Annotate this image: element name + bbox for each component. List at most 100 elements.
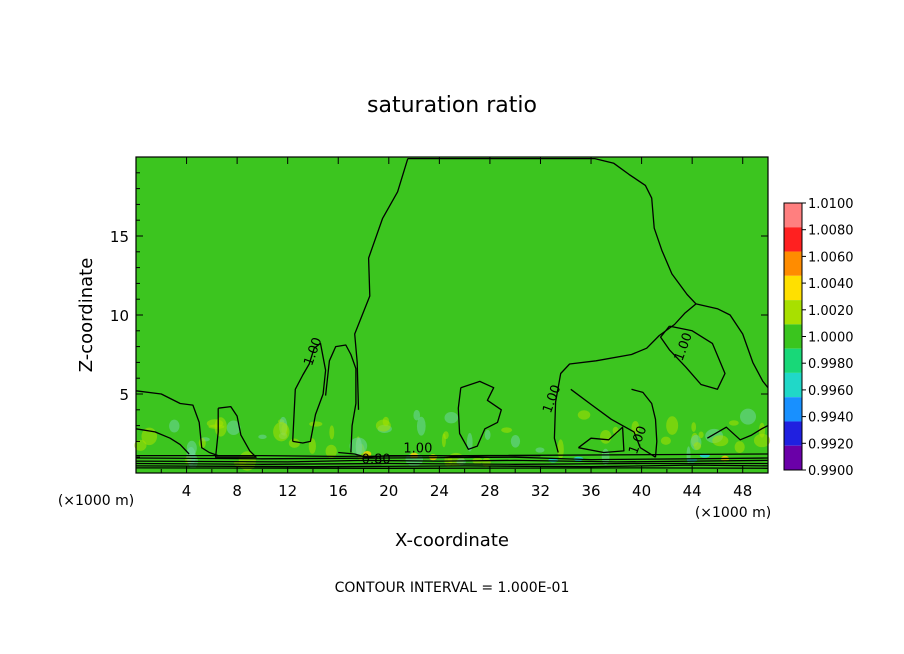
x-tick-label: 4 <box>182 482 192 500</box>
contour-line <box>136 453 769 458</box>
colorbar-label: 1.0060 <box>808 250 854 265</box>
contour-line <box>706 425 769 441</box>
field-patch <box>288 438 300 448</box>
contour-line <box>135 462 768 465</box>
field-patch <box>444 412 459 424</box>
contour-label: 0.80 <box>362 453 391 468</box>
x-tick-label: 36 <box>581 482 600 500</box>
field-patch <box>698 431 704 439</box>
x-tick-label: 16 <box>329 482 348 500</box>
field-patch <box>599 429 612 444</box>
field-patch <box>441 433 446 448</box>
contour-line <box>695 303 769 389</box>
colorbar-swatch <box>784 421 802 446</box>
x-tick-label: 44 <box>683 482 702 500</box>
contour-line <box>407 157 697 305</box>
colorbar-swatch <box>784 397 802 422</box>
field-patch <box>753 433 771 448</box>
colorbar-label: 1.0040 <box>808 277 854 292</box>
x-tick-label: 20 <box>379 482 398 500</box>
contour-line <box>354 158 409 410</box>
x-unit-left: (×1000 m) <box>58 493 134 509</box>
contour-label: 1.00 <box>403 441 432 456</box>
field-patch <box>734 441 745 454</box>
colorbar-label: 0.9940 <box>808 411 854 426</box>
y-tick-label: 5 <box>119 386 129 404</box>
contour-line <box>659 325 726 390</box>
plot-area: 1.001.001.001.001.000.804 8 12 16 20 24 28 32 36… <box>110 156 771 500</box>
colorbar-swatch <box>784 300 802 325</box>
colorbar-label: 1.0100 <box>808 197 854 212</box>
contour-line <box>135 428 190 455</box>
field-patch <box>214 417 227 437</box>
field-patch <box>510 434 521 448</box>
contour-line <box>553 303 697 453</box>
colorbar-label: 0.9980 <box>808 357 854 372</box>
x-unit-right: (×1000 m) <box>695 505 771 521</box>
field-patch <box>728 420 739 426</box>
field-patch <box>466 433 473 452</box>
x-tick-label: 8 <box>232 482 242 500</box>
y-axis-label: Z-coordinate <box>76 258 97 373</box>
field-patch <box>329 425 335 440</box>
colorbar-label: 1.0020 <box>808 304 854 319</box>
field-patch <box>413 409 421 421</box>
colorbar-label: 1.0000 <box>808 331 854 346</box>
chart-title: saturation ratio <box>367 93 537 118</box>
x-tick-label: 28 <box>480 482 499 500</box>
contour-line <box>135 456 769 461</box>
field-patch <box>691 422 697 432</box>
contour-line <box>570 388 656 458</box>
y-tick-label: 10 <box>110 307 129 325</box>
field-patch <box>382 416 390 427</box>
field-patch <box>349 437 368 455</box>
contour-line <box>457 380 502 450</box>
field-patch <box>712 435 729 447</box>
x-axis-label: X-coordinate <box>395 530 509 551</box>
contour-line <box>578 426 625 454</box>
field-patch <box>693 442 702 451</box>
x-tick-label: 40 <box>632 482 651 500</box>
field-patch <box>258 434 267 440</box>
contour-lines <box>135 157 769 469</box>
field-patch <box>484 429 491 440</box>
x-tick-label: 12 <box>278 482 297 500</box>
field-patch <box>758 422 766 438</box>
field-patch <box>308 438 316 454</box>
field-patch <box>198 437 206 449</box>
field-patch <box>501 427 513 433</box>
field-patch <box>226 420 241 436</box>
field-patch <box>186 440 197 456</box>
field-patch <box>660 436 671 445</box>
colorbar-swatch <box>784 227 802 252</box>
colorbar-swatch <box>784 203 802 228</box>
field-patch <box>535 447 545 453</box>
colorbar-swatch <box>784 275 802 301</box>
contour-line <box>214 405 257 458</box>
field-patch <box>739 408 757 425</box>
colorbar-label: 1.0080 <box>808 224 854 239</box>
field-patch <box>363 451 372 458</box>
colorbar-swatch <box>784 445 802 470</box>
field-patch <box>309 421 323 427</box>
colorbar-swatch <box>784 324 802 349</box>
field-patch <box>577 410 591 420</box>
field-patch <box>557 439 564 460</box>
colorbar-swatch <box>784 251 802 276</box>
contour-line <box>135 464 769 468</box>
colorbar-label: 0.9920 <box>808 437 854 452</box>
contour-line <box>324 344 357 453</box>
colorbar-label: 0.9900 <box>808 464 854 479</box>
field-patch <box>169 419 180 433</box>
field-patch <box>325 444 337 458</box>
field-patch <box>134 439 147 451</box>
x-tick-label: 32 <box>531 482 550 500</box>
contour-line <box>631 388 658 458</box>
field-patch <box>666 416 679 435</box>
colorbar-swatch <box>784 372 802 398</box>
y-tick-label: 15 <box>110 228 129 246</box>
field-patch <box>273 422 290 442</box>
colorbar-label: 0.9960 <box>808 384 854 399</box>
field-patch <box>416 416 426 436</box>
colorbar-swatch <box>784 348 802 373</box>
